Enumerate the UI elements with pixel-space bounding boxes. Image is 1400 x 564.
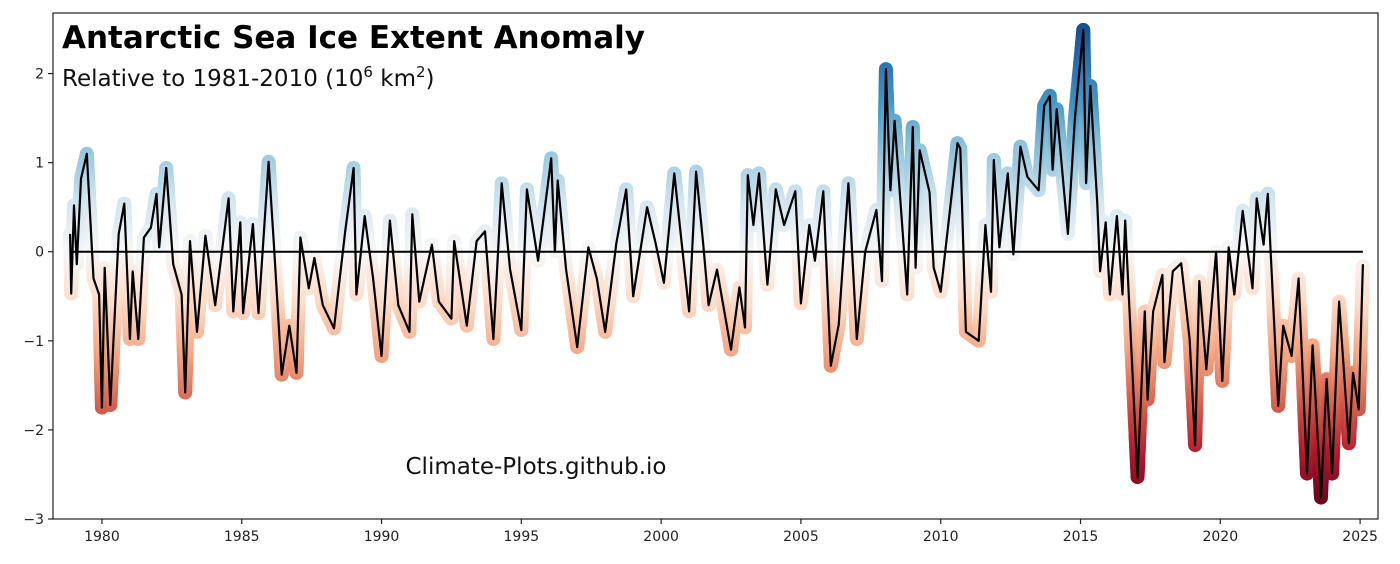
scatter-halo-layer <box>63 22 1370 505</box>
